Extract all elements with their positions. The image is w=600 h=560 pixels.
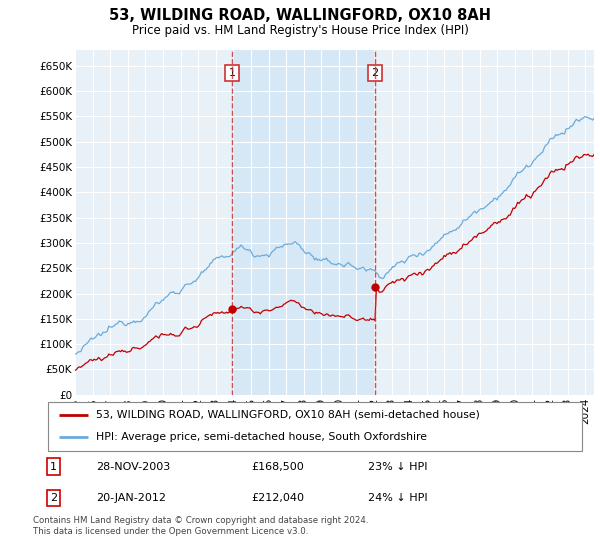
Text: 2: 2: [371, 68, 379, 78]
Text: 24% ↓ HPI: 24% ↓ HPI: [368, 493, 428, 503]
Text: 28-NOV-2003: 28-NOV-2003: [96, 461, 170, 472]
Text: £168,500: £168,500: [251, 461, 304, 472]
Text: 20-JAN-2012: 20-JAN-2012: [96, 493, 166, 503]
Text: 1: 1: [229, 68, 235, 78]
Text: 53, WILDING ROAD, WALLINGFORD, OX10 8AH (semi-detached house): 53, WILDING ROAD, WALLINGFORD, OX10 8AH …: [96, 410, 480, 420]
Text: 1: 1: [50, 461, 57, 472]
FancyBboxPatch shape: [48, 402, 582, 451]
Text: £212,040: £212,040: [251, 493, 304, 503]
Text: HPI: Average price, semi-detached house, South Oxfordshire: HPI: Average price, semi-detached house,…: [96, 432, 427, 442]
Text: 53, WILDING ROAD, WALLINGFORD, OX10 8AH: 53, WILDING ROAD, WALLINGFORD, OX10 8AH: [109, 8, 491, 24]
Text: 2: 2: [50, 493, 57, 503]
Bar: [232, 50, 375, 395]
Text: Contains HM Land Registry data © Crown copyright and database right 2024.
This d: Contains HM Land Registry data © Crown c…: [33, 516, 368, 536]
Text: Price paid vs. HM Land Registry's House Price Index (HPI): Price paid vs. HM Land Registry's House …: [131, 24, 469, 37]
Text: 23% ↓ HPI: 23% ↓ HPI: [368, 461, 428, 472]
